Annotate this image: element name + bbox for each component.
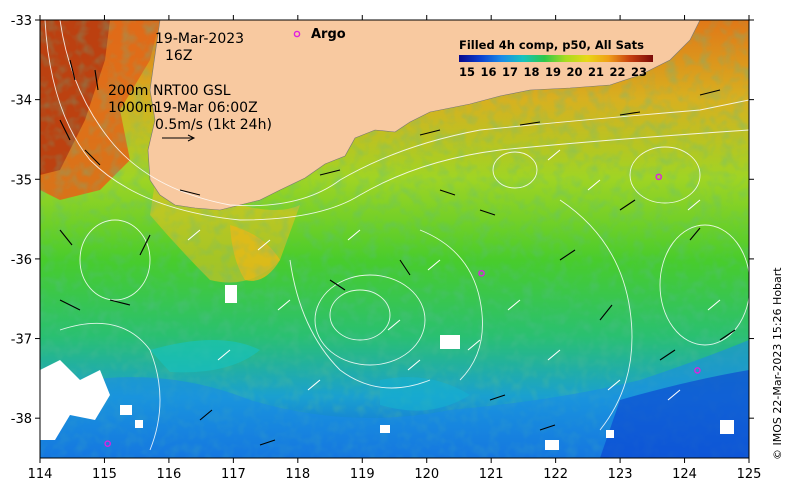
depth-label-200m: 200m bbox=[108, 83, 148, 99]
x-tick-label: 125 bbox=[737, 467, 762, 482]
cloud-gaps bbox=[40, 285, 734, 450]
date-label: 19-Mar-2023 bbox=[155, 31, 244, 47]
depth-label-1000m: 1000m bbox=[108, 100, 157, 116]
argo-legend-marker bbox=[293, 30, 301, 38]
y-axis: -33 -34 -35 -36 -37 -38 bbox=[11, 14, 754, 427]
colorbar-tick-label: 17 bbox=[502, 65, 518, 79]
bathymetry-contours bbox=[44, 20, 749, 451]
x-tick-label: 120 bbox=[414, 467, 439, 482]
y-tick-label: -36 bbox=[11, 253, 32, 268]
argo-float-marker bbox=[655, 173, 663, 181]
colorbar bbox=[459, 55, 653, 62]
x-tick-label: 114 bbox=[28, 467, 53, 482]
plot-frame bbox=[39, 19, 750, 459]
cool-water-patch bbox=[600, 370, 749, 458]
x-axis: 114 115 116 117 118 119 120 121 122 123 124 125 bbox=[28, 15, 762, 482]
colorbar-tick-label: 20 bbox=[566, 65, 582, 79]
argo-float-marker bbox=[694, 367, 701, 374]
colorbar-tick-label: 21 bbox=[588, 65, 604, 79]
y-tick-label: -35 bbox=[11, 173, 32, 188]
product-label: NRT00 GSL bbox=[153, 83, 231, 99]
argo-floats bbox=[104, 173, 701, 447]
land-mass bbox=[147, 20, 701, 211]
map-plot-area bbox=[40, 20, 749, 458]
hour-label: 16Z bbox=[165, 48, 192, 64]
colorbar-ticks: 15 16 17 18 19 20 21 22 23 bbox=[459, 65, 647, 79]
colorbar-tick-label: 19 bbox=[545, 65, 561, 79]
x-tick-label: 123 bbox=[608, 467, 633, 482]
colorbar-tick-label: 23 bbox=[631, 65, 647, 79]
x-tick-label: 117 bbox=[221, 467, 246, 482]
x-tick-label: 118 bbox=[285, 467, 310, 482]
colorbar-tick-label: 16 bbox=[480, 65, 496, 79]
y-tick-label: -37 bbox=[11, 333, 32, 348]
colorbar-title: Filled 4h comp, p50, All Sats bbox=[459, 38, 644, 52]
cool-water-patch bbox=[380, 377, 470, 411]
x-tick-label: 116 bbox=[156, 467, 181, 482]
credit-label: © IMOS 22-Mar-2023 15:26 Hobart bbox=[771, 267, 784, 460]
colorbar-tick-label: 18 bbox=[523, 65, 539, 79]
y-tick-label: -33 bbox=[11, 14, 32, 29]
velocity-arrows bbox=[59, 59, 736, 446]
y-tick-label: -34 bbox=[11, 94, 32, 109]
x-tick-label: 115 bbox=[92, 467, 117, 482]
cool-water-patch bbox=[40, 340, 749, 458]
cool-water-patch bbox=[150, 340, 260, 373]
colorbar-tick-label: 22 bbox=[609, 65, 625, 79]
y-tick-label: -38 bbox=[11, 412, 32, 427]
velocity-scale-arrow bbox=[162, 134, 196, 142]
argo-float-marker bbox=[478, 269, 485, 277]
velocity-scale-label: 0.5m/s (1kt 24h) bbox=[155, 117, 272, 133]
x-tick-label: 124 bbox=[672, 467, 697, 482]
x-tick-label: 121 bbox=[479, 467, 504, 482]
argo-float-marker bbox=[104, 440, 111, 447]
product-time-label: 19-Mar 06:00Z bbox=[154, 100, 258, 116]
colorbar-tick-label: 15 bbox=[459, 65, 475, 79]
argo-legend-label: Argo bbox=[311, 27, 346, 42]
x-tick-label: 119 bbox=[350, 467, 375, 482]
x-tick-label: 122 bbox=[543, 467, 568, 482]
